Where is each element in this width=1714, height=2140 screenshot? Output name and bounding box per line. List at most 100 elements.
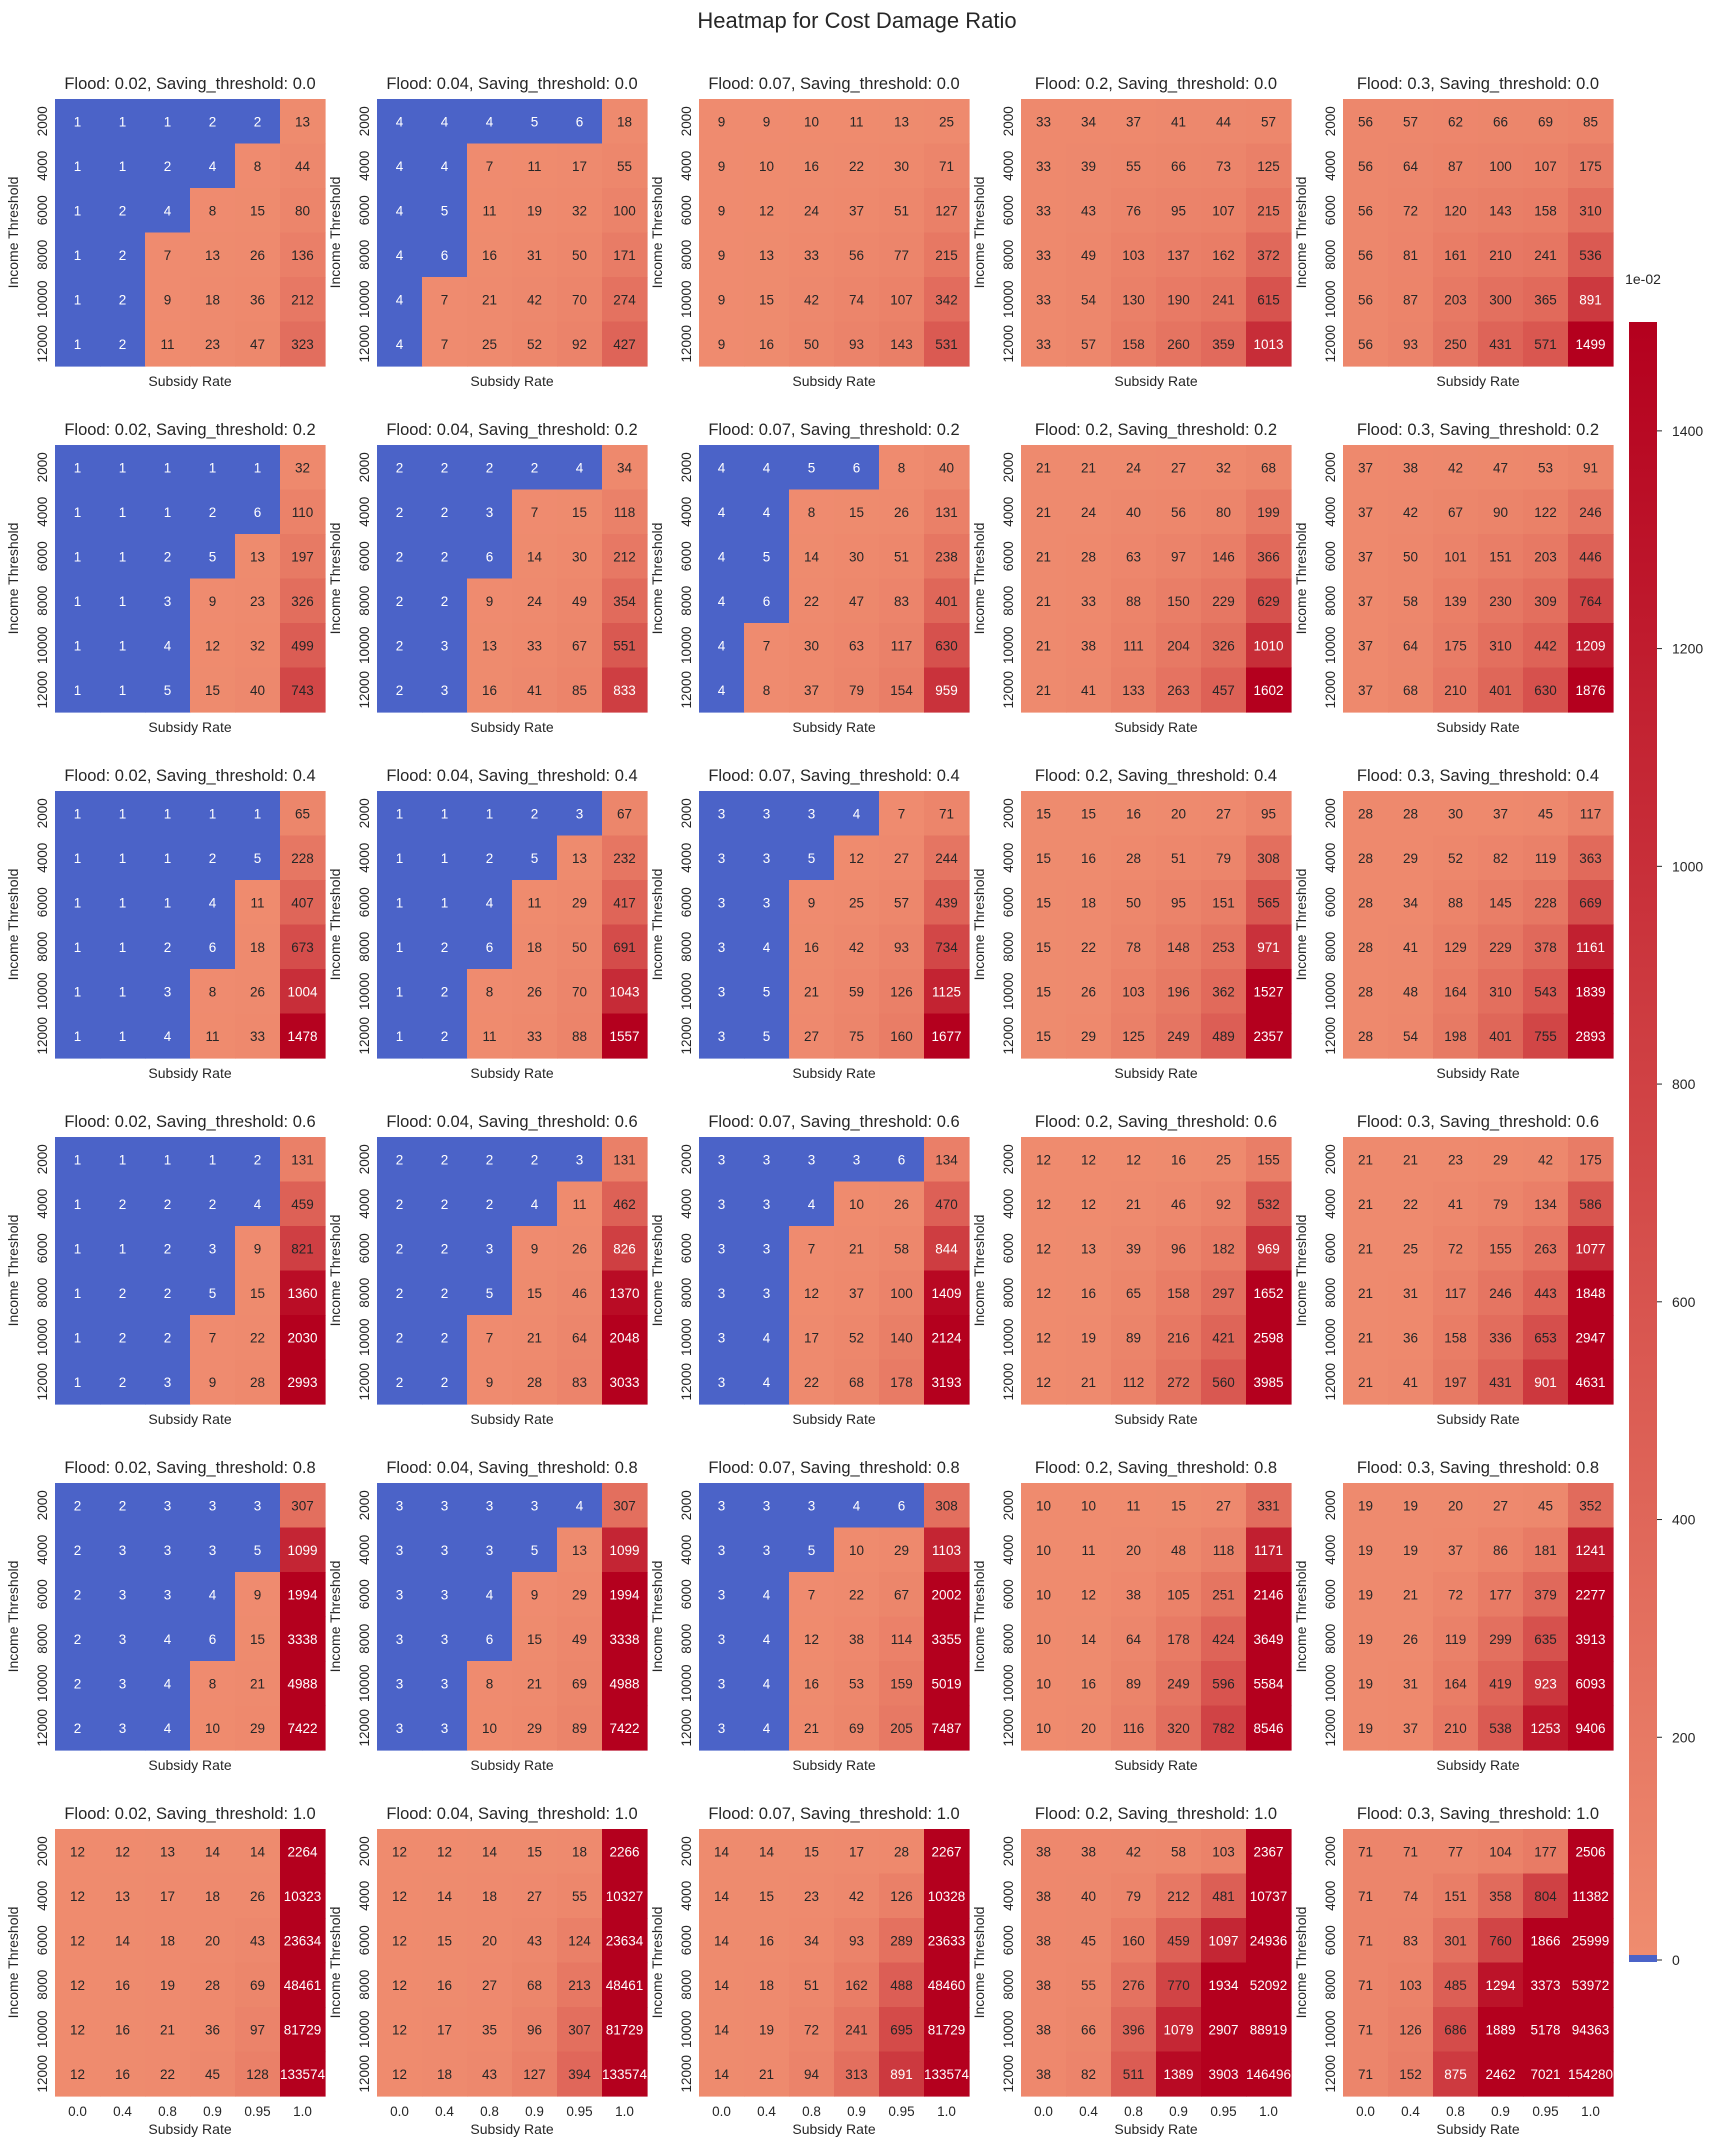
cell-value-label: 175 bbox=[1444, 638, 1467, 653]
cell-value-label: 45 bbox=[1081, 1933, 1096, 1948]
cell-value-label: 64 bbox=[1403, 159, 1419, 174]
cell-value-label: 71 bbox=[1358, 2067, 1373, 2082]
heatmap-cell bbox=[789, 321, 835, 367]
cell-value-label: 19 bbox=[1403, 1498, 1418, 1513]
heatmap-cell bbox=[789, 578, 835, 624]
cell-value-label: 2 bbox=[486, 1197, 494, 1212]
heatmap-cell bbox=[100, 489, 146, 535]
cell-value-label: 2 bbox=[396, 549, 404, 564]
heatmap-cell bbox=[699, 1181, 745, 1227]
x-axis-label: Subsidy Rate bbox=[148, 719, 231, 735]
cell-value-label: 3 bbox=[718, 806, 726, 821]
heatmap-cell bbox=[789, 99, 835, 145]
cell-value-label: 21 bbox=[1036, 594, 1051, 609]
heatmap-cell bbox=[1343, 791, 1389, 837]
cell-value-label: 1 bbox=[209, 460, 217, 475]
cell-value-label: 128 bbox=[246, 2067, 269, 2082]
heatmap-cell bbox=[1523, 1013, 1569, 1059]
heatmap-cell bbox=[1021, 623, 1067, 669]
cell-value-label: 18 bbox=[482, 1889, 497, 1904]
cell-value-label: 9 bbox=[763, 114, 771, 129]
cell-value-label: 2 bbox=[396, 1330, 404, 1345]
heatmap-cell bbox=[602, 880, 648, 926]
heatmap-cell bbox=[1201, 188, 1247, 234]
y-axis-label: Income Threshold bbox=[1293, 869, 1309, 981]
colorbar-tick-label: 600 bbox=[1672, 1294, 1696, 1310]
cell-value-label: 901 bbox=[1534, 1375, 1557, 1390]
cell-value-label: 3 bbox=[531, 1498, 539, 1513]
cell-value-label: 34 bbox=[1081, 114, 1097, 129]
heatmap-cell bbox=[1343, 835, 1389, 881]
heatmap-cell bbox=[100, 623, 146, 669]
cell-value-label: 4 bbox=[486, 895, 494, 910]
x-axis-label: Subsidy Rate bbox=[1114, 1757, 1197, 1773]
x-tick-label: 0.0 bbox=[1034, 2104, 1053, 2119]
heatmap-cell bbox=[377, 321, 423, 367]
cell-value-label: 10 bbox=[1036, 1498, 1051, 1513]
heatmap-cell bbox=[1523, 188, 1569, 234]
heatmap-cell bbox=[1433, 534, 1479, 580]
heatmap-cell bbox=[1568, 143, 1614, 189]
cell-value-label: 551 bbox=[613, 638, 636, 653]
cell-value-label: 310 bbox=[1579, 203, 1602, 218]
heatmap-cell bbox=[789, 489, 835, 535]
cell-value-label: 38 bbox=[1036, 1933, 1051, 1948]
x-axis-label: Subsidy Rate bbox=[1436, 2121, 1519, 2137]
heatmap-cell bbox=[789, 232, 835, 278]
heatmap-cell bbox=[467, 1315, 513, 1361]
cell-value-label: 8 bbox=[209, 203, 217, 218]
cell-value-label: 130 bbox=[1122, 292, 1145, 307]
heatmap-cell bbox=[280, 188, 326, 234]
x-axis-label: Subsidy Rate bbox=[1114, 719, 1197, 735]
cell-value-label: 12 bbox=[1036, 1152, 1051, 1167]
cell-value-label: 9 bbox=[254, 1241, 262, 1256]
cell-value-label: 12 bbox=[1081, 1587, 1096, 1602]
cell-value-label: 38 bbox=[1403, 460, 1418, 475]
panel-title: Flood: 0.3, Saving_threshold: 1.0 bbox=[1357, 1805, 1599, 1823]
cell-value-label: 3 bbox=[119, 1721, 127, 1736]
cell-value-label: 229 bbox=[1212, 594, 1235, 609]
heatmap-cell bbox=[1246, 835, 1292, 881]
heatmap-cell bbox=[422, 880, 468, 926]
heatmap-cell bbox=[512, 445, 558, 491]
x-axis-label: Subsidy Rate bbox=[1114, 2121, 1197, 2137]
heatmap-cell bbox=[1111, 1013, 1157, 1059]
cell-value-label: 21 bbox=[1036, 505, 1051, 520]
heatmap-cell bbox=[1388, 667, 1434, 713]
heatmap-cell bbox=[1246, 880, 1292, 926]
cell-value-label: 2 bbox=[74, 1632, 82, 1647]
cell-value-label: 1 bbox=[164, 895, 172, 910]
heatmap-cell bbox=[55, 1181, 101, 1227]
cell-value-label: 2 bbox=[164, 940, 172, 955]
heatmap-cell bbox=[1021, 1181, 1067, 1227]
figure-title: Heatmap for Cost Damage Ratio bbox=[697, 8, 1016, 33]
cell-value-label: 59 bbox=[849, 984, 864, 999]
heatmap-cell bbox=[744, 578, 790, 624]
cell-value-label: 204 bbox=[1167, 638, 1190, 653]
heatmap-cell bbox=[422, 924, 468, 970]
panel-title: Flood: 0.2, Saving_threshold: 0.2 bbox=[1035, 421, 1277, 439]
cell-value-label: 615 bbox=[1257, 292, 1280, 307]
cell-value-label: 3 bbox=[808, 1498, 816, 1513]
y-tick-label: 8000 bbox=[1001, 1278, 1016, 1308]
cell-value-label: 11 bbox=[1081, 1543, 1095, 1558]
cell-value-label: 67 bbox=[1448, 505, 1463, 520]
heatmap-cell bbox=[1111, 321, 1157, 367]
heatmap-cell bbox=[557, 1137, 603, 1183]
y-tick-label: 8000 bbox=[1323, 1624, 1338, 1654]
heatmap-panel: Flood: 0.2, Saving_threshold: 0.033 34 37 4… bbox=[971, 75, 1292, 389]
cell-value-label: 12 bbox=[1036, 1330, 1051, 1345]
cell-value-label: 117 bbox=[891, 638, 913, 653]
heatmap-cell bbox=[280, 232, 326, 278]
y-tick-label: 8000 bbox=[35, 932, 50, 962]
cell-value-label: 15 bbox=[1081, 806, 1096, 821]
cell-value-label: 4 bbox=[164, 1676, 172, 1691]
x-axis-label: Subsidy Rate bbox=[470, 373, 553, 389]
cell-value-label: 51 bbox=[804, 1978, 819, 1993]
cell-value-label: 215 bbox=[935, 248, 958, 263]
y-axis-label: Income Threshold bbox=[327, 1561, 343, 1673]
heatmap-cell bbox=[602, 143, 648, 189]
cell-value-label: 543 bbox=[1534, 984, 1557, 999]
cell-value-label: 148 bbox=[1167, 940, 1190, 955]
cell-value-label: 36 bbox=[205, 2022, 220, 2037]
